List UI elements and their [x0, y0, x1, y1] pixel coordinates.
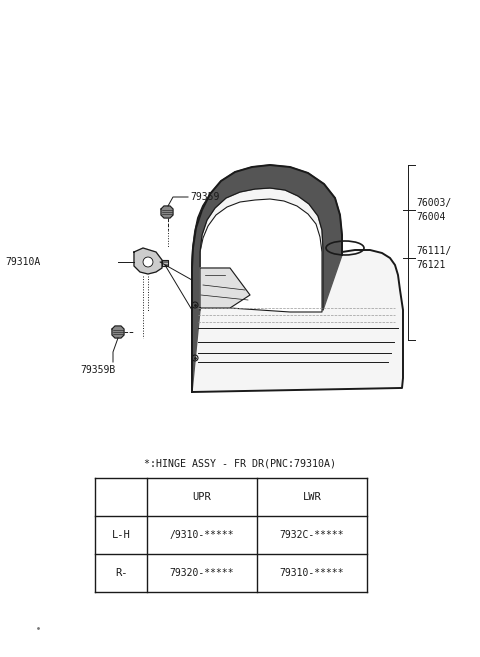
Text: /9310-*****: /9310-*****: [170, 530, 234, 540]
Text: R-: R-: [115, 568, 127, 578]
Polygon shape: [112, 326, 124, 338]
Polygon shape: [200, 199, 322, 312]
Text: LWR: LWR: [302, 492, 322, 502]
Text: UPR: UPR: [192, 492, 211, 502]
Polygon shape: [192, 165, 342, 392]
Text: 79359B: 79359B: [80, 365, 115, 375]
Polygon shape: [162, 260, 168, 266]
Text: 76003/
76004: 76003/ 76004: [416, 198, 451, 221]
Text: *:HINGE ASSY - FR DR(PNC:79310A): *:HINGE ASSY - FR DR(PNC:79310A): [144, 459, 336, 469]
Polygon shape: [161, 206, 173, 218]
Polygon shape: [200, 268, 250, 308]
Polygon shape: [134, 248, 162, 274]
Text: 7932C-*****: 7932C-*****: [280, 530, 344, 540]
Circle shape: [143, 257, 153, 267]
Text: 79310-*****: 79310-*****: [280, 568, 344, 578]
Text: L-H: L-H: [112, 530, 131, 540]
Text: 79310A: 79310A: [5, 257, 40, 267]
Polygon shape: [192, 172, 403, 392]
Text: 79320-*****: 79320-*****: [170, 568, 234, 578]
Text: 76111/
76121: 76111/ 76121: [416, 246, 451, 269]
Text: 79359: 79359: [190, 192, 219, 202]
